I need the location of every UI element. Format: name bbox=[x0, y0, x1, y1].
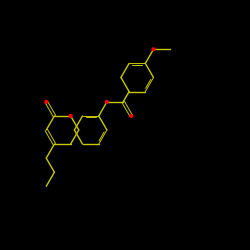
Circle shape bbox=[69, 114, 72, 117]
Circle shape bbox=[45, 100, 48, 103]
Circle shape bbox=[106, 100, 108, 103]
Circle shape bbox=[130, 114, 133, 117]
Circle shape bbox=[152, 48, 155, 51]
